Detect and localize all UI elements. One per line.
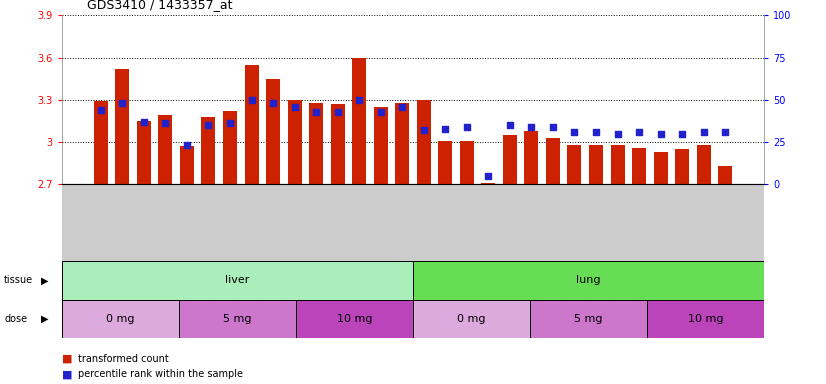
Bar	[413, 300, 530, 338]
Text: GDS3410 / 1433357_at: GDS3410 / 1433357_at	[87, 0, 232, 12]
Bar	[352, 58, 366, 184]
Text: ■: ■	[62, 369, 73, 379]
Bar	[244, 65, 259, 184]
Bar	[309, 103, 323, 184]
Bar	[546, 138, 560, 184]
Point	[137, 119, 150, 125]
Text: 10 mg: 10 mg	[337, 314, 373, 324]
Bar	[567, 145, 582, 184]
Text: ■: ■	[62, 354, 73, 364]
Text: tissue: tissue	[4, 275, 33, 285]
Bar	[330, 104, 344, 184]
Bar	[460, 141, 474, 184]
Bar	[439, 141, 453, 184]
Point	[223, 121, 236, 127]
Bar	[94, 101, 108, 184]
Point	[245, 97, 259, 103]
Bar	[287, 100, 301, 184]
Text: liver: liver	[225, 275, 249, 285]
Bar	[296, 300, 413, 338]
Point	[503, 122, 516, 128]
Text: 0 mg: 0 mg	[107, 314, 135, 324]
Point	[288, 104, 301, 110]
Point	[159, 121, 172, 127]
Bar	[610, 145, 624, 184]
Bar	[266, 79, 280, 184]
Point	[439, 126, 452, 132]
Point	[374, 109, 387, 115]
Point	[417, 127, 430, 133]
Point	[482, 173, 495, 179]
Point	[654, 131, 667, 137]
Bar	[179, 300, 296, 338]
Point	[396, 104, 409, 110]
Point	[116, 100, 129, 106]
Text: 10 mg: 10 mg	[688, 314, 724, 324]
Point	[676, 131, 689, 137]
Text: 5 mg: 5 mg	[574, 314, 603, 324]
Bar	[137, 121, 151, 184]
Bar	[589, 145, 603, 184]
Bar	[62, 300, 179, 338]
Bar	[373, 107, 387, 184]
Text: 0 mg: 0 mg	[458, 314, 486, 324]
Text: 5 mg: 5 mg	[223, 314, 252, 324]
Bar	[653, 152, 667, 184]
Point	[611, 131, 624, 137]
Point	[719, 129, 732, 135]
Bar	[696, 145, 710, 184]
Bar	[159, 115, 173, 184]
Bar	[395, 103, 409, 184]
Bar	[417, 100, 431, 184]
Point	[202, 122, 215, 128]
Bar	[675, 149, 689, 184]
Point	[267, 100, 280, 106]
Bar	[223, 111, 237, 184]
Point	[180, 142, 193, 149]
Point	[94, 107, 107, 113]
Point	[525, 124, 538, 130]
Text: dose: dose	[4, 314, 27, 324]
Text: transformed count: transformed count	[78, 354, 169, 364]
Text: lung: lung	[577, 275, 601, 285]
Bar	[180, 146, 194, 184]
Point	[331, 109, 344, 115]
Text: ▶: ▶	[41, 275, 49, 285]
Bar	[413, 261, 764, 300]
Bar	[632, 148, 646, 184]
Point	[633, 129, 646, 135]
Point	[546, 124, 559, 130]
Bar	[503, 135, 517, 184]
Text: ▶: ▶	[41, 314, 49, 324]
Point	[353, 97, 366, 103]
Point	[310, 109, 323, 115]
Bar	[530, 300, 647, 338]
Text: percentile rank within the sample: percentile rank within the sample	[78, 369, 244, 379]
Bar	[718, 166, 732, 184]
Bar	[202, 117, 216, 184]
Point	[460, 124, 473, 130]
Bar	[647, 300, 764, 338]
Bar	[482, 183, 496, 184]
Bar	[62, 261, 413, 300]
Point	[567, 129, 581, 135]
Point	[697, 129, 710, 135]
Bar	[116, 69, 130, 184]
Point	[590, 129, 603, 135]
Bar	[525, 131, 539, 184]
